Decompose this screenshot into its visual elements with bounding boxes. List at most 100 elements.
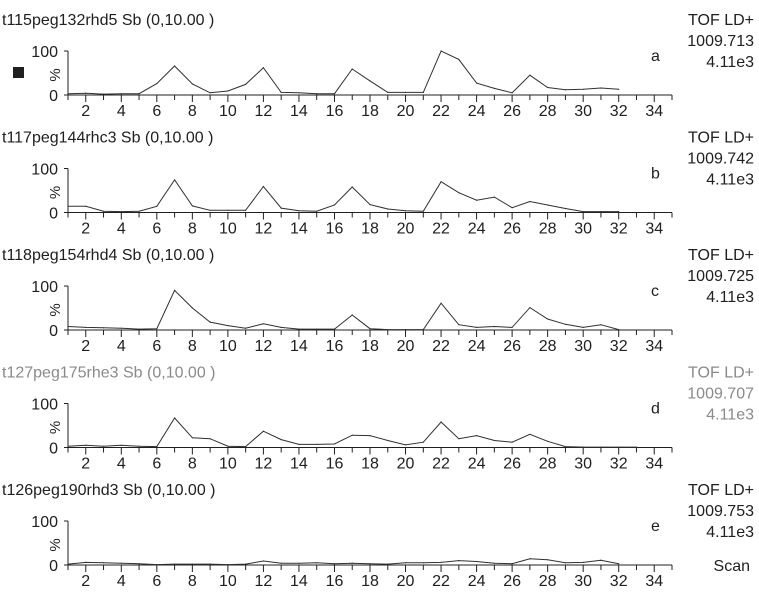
x-tick-label: 20: [397, 573, 415, 590]
x-tick-label: 14: [290, 103, 308, 120]
data-point: [476, 199, 478, 201]
x-tick-label: 2: [81, 456, 90, 473]
data-point: [209, 321, 211, 323]
data-point: [102, 562, 105, 564]
trace-line: [67, 558, 619, 566]
data-point: [102, 210, 105, 212]
x-tick-label: 8: [188, 456, 197, 473]
x-tick-label: 24: [468, 573, 486, 590]
data-point: [174, 563, 176, 565]
data-point: [547, 440, 549, 442]
y-tick-label: 0: [49, 323, 58, 340]
x-tick-label: 14: [290, 338, 308, 355]
panel-intensity-label: 4.11e3: [706, 54, 754, 71]
x-tick-label: 34: [645, 221, 663, 238]
x-tick-label: 34: [645, 456, 663, 473]
trace-line: [68, 179, 619, 213]
data-point: [458, 560, 460, 562]
panel-mode-label: TOF LD+: [688, 247, 754, 264]
x-tick-label: 20: [397, 221, 415, 238]
data-point: [67, 325, 69, 328]
x-tick-label: 30: [574, 573, 592, 590]
panel-title: t117peg144rhc3 Sb (0,10.00 ): [2, 130, 213, 147]
data-point: [209, 209, 211, 211]
x-tick-label: 6: [152, 456, 161, 473]
data-point: [138, 445, 140, 447]
data-point: [511, 92, 513, 94]
x-tick-label: 6: [152, 221, 161, 238]
data-point: [138, 210, 140, 212]
data-point: [351, 562, 353, 564]
y-tick-label: 100: [31, 279, 58, 296]
x-tick-label: 26: [503, 103, 521, 120]
y-axis-label: %: [47, 421, 64, 434]
panel-mass-label: 1009.725: [687, 268, 754, 285]
data-point: [280, 326, 282, 328]
panel-intensity-label: 4.11e3: [706, 524, 754, 541]
data-point: [156, 446, 158, 448]
data-point: [174, 65, 176, 67]
data-point: [245, 327, 247, 329]
data-point: [404, 444, 407, 446]
data-point: [298, 443, 300, 445]
x-tick-label: 2: [81, 338, 90, 355]
y-axis-label: %: [47, 186, 64, 199]
data-point: [529, 200, 531, 203]
data-point: [102, 445, 105, 447]
data-point: [174, 179, 176, 181]
data-point: [298, 92, 300, 94]
data-point: [227, 209, 229, 211]
x-axis-label: Scan: [714, 558, 750, 575]
x-tick-label: 16: [326, 456, 344, 473]
data-point: [191, 83, 193, 85]
x-tick-label: 28: [539, 338, 557, 355]
data-point: [156, 83, 158, 85]
trace-line: [67, 50, 619, 95]
data-point: [618, 211, 620, 213]
x-tick-label: 22: [432, 338, 450, 355]
data-point: [582, 561, 584, 564]
x-tick-label: 34: [645, 338, 663, 355]
panel-mode-label: TOF LD+: [688, 12, 754, 29]
panel-letter: a: [651, 48, 660, 65]
x-tick-label: 28: [539, 573, 557, 590]
data-point: [245, 209, 247, 211]
panel-letter: d: [651, 401, 660, 418]
data-point: [280, 562, 282, 564]
data-point: [333, 93, 336, 95]
x-tick-label: 8: [188, 103, 197, 120]
data-point: [618, 446, 620, 448]
data-point: [440, 181, 442, 183]
data-point: [369, 435, 371, 437]
x-tick-label: 6: [152, 338, 161, 355]
data-point: [102, 93, 105, 95]
y-tick-label: 0: [49, 206, 58, 223]
x-tick-label: 14: [290, 221, 308, 238]
panel-title: t118peg154rhd4 Sb (0,10.00 ): [2, 247, 214, 264]
data-point: [262, 67, 264, 69]
panel-title: t115peg132rhd5 Sb (0,10.00 ): [2, 12, 214, 29]
data-point: [67, 445, 69, 447]
x-tick-label: 12: [255, 221, 273, 238]
data-point: [85, 326, 87, 328]
data-point: [262, 560, 264, 562]
data-point: [333, 204, 336, 206]
data-point: [191, 307, 193, 309]
data-point: [547, 86, 549, 89]
data-point: [422, 562, 424, 564]
x-tick-label: 2: [81, 573, 90, 590]
data-point: [493, 562, 495, 564]
panel-marker-square: [13, 67, 24, 78]
data-point: [493, 87, 495, 89]
data-point: [458, 192, 460, 194]
panel-mass-label: 1009.707: [687, 386, 754, 403]
x-tick-label: 10: [219, 221, 237, 238]
panel-mode-label: TOF LD+: [688, 130, 754, 147]
x-tick-label: 2: [81, 221, 90, 238]
x-tick-label: 26: [503, 338, 521, 355]
data-point: [120, 327, 122, 329]
data-point: [280, 91, 282, 93]
data-point: [493, 325, 495, 328]
data-point: [369, 204, 371, 206]
